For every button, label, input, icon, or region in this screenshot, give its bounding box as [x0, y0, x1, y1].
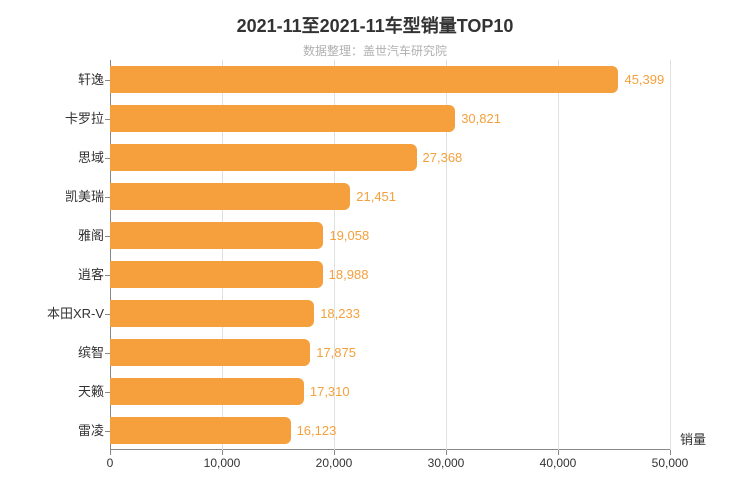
y-tick-mark: [105, 119, 110, 120]
bar: [110, 417, 291, 444]
y-category-label: 雅阁: [4, 222, 104, 249]
bar-value-label: 45,399: [618, 66, 664, 93]
bar-row: 21,451: [110, 177, 670, 216]
y-tick-mark: [105, 275, 110, 276]
y-category-label: 凯美瑞: [4, 183, 104, 210]
bar: [110, 222, 323, 249]
bar: [110, 339, 310, 366]
y-tick-mark: [105, 314, 110, 315]
x-tick-mark: [110, 450, 111, 455]
bar-value-label: 17,310: [304, 378, 350, 405]
bar-value-label: 16,123: [291, 417, 337, 444]
y-tick-mark: [105, 236, 110, 237]
plot-area: 45,399 30,821 27,368 21,451 19,058 18,988 18,2…: [110, 60, 670, 450]
bar-row: 30,821: [110, 99, 670, 138]
bar-value-label: 17,875: [310, 339, 356, 366]
y-tick-mark: [105, 80, 110, 81]
y-category-label: 本田XR-V: [4, 300, 104, 327]
y-tick-mark: [105, 353, 110, 354]
bar-value-label: 18,988: [323, 261, 369, 288]
y-category-label: 天籁: [4, 378, 104, 405]
bar-row: 17,310: [110, 372, 670, 411]
chart-subtitle: 数据整理：盖世汽车研究院: [0, 38, 750, 59]
bar-row: 45,399: [110, 60, 670, 99]
y-category-label: 思域: [4, 144, 104, 171]
x-tick-label: 30,000: [428, 456, 465, 470]
chart-container: 2021-11至2021-11车型销量TOP10 数据整理：盖世汽车研究院 45…: [0, 0, 750, 500]
bar: [110, 144, 417, 171]
x-tick-mark: [334, 450, 335, 455]
x-tick-label: 40,000: [540, 456, 577, 470]
x-tick-label: 0: [107, 456, 114, 470]
bar: [110, 300, 314, 327]
x-tick-label: 50,000: [652, 456, 689, 470]
y-tick-mark: [105, 158, 110, 159]
bar: [110, 105, 455, 132]
y-tick-mark: [105, 392, 110, 393]
y-category-label: 缤智: [4, 339, 104, 366]
x-tick-mark: [670, 450, 671, 455]
bar-row: 27,368: [110, 138, 670, 177]
bar: [110, 66, 618, 93]
bar-row: 18,233: [110, 294, 670, 333]
x-tick-label: 20,000: [316, 456, 353, 470]
bar-value-label: 21,451: [350, 183, 396, 210]
y-tick-mark: [105, 431, 110, 432]
bar-row: 18,988: [110, 255, 670, 294]
x-tick-mark: [446, 450, 447, 455]
bar-row: 17,875: [110, 333, 670, 372]
bar-value-label: 30,821: [455, 105, 501, 132]
bar-row: 16,123: [110, 411, 670, 450]
bar-row: 19,058: [110, 216, 670, 255]
y-tick-mark: [105, 197, 110, 198]
bar: [110, 261, 323, 288]
y-category-label: 雷凌: [4, 417, 104, 444]
bar-value-label: 27,368: [417, 144, 463, 171]
chart-title: 2021-11至2021-11车型销量TOP10: [0, 0, 750, 38]
x-axis-title: 销量: [680, 429, 706, 448]
bar: [110, 183, 350, 210]
bar-value-label: 19,058: [323, 222, 369, 249]
grid-line: [670, 60, 671, 450]
y-category-label: 卡罗拉: [4, 105, 104, 132]
y-category-label: 轩逸: [4, 66, 104, 93]
x-tick-mark: [222, 450, 223, 455]
x-tick-label: 10,000: [204, 456, 241, 470]
x-tick-mark: [558, 450, 559, 455]
y-category-label: 逍客: [4, 261, 104, 288]
bar: [110, 378, 304, 405]
bar-value-label: 18,233: [314, 300, 360, 327]
